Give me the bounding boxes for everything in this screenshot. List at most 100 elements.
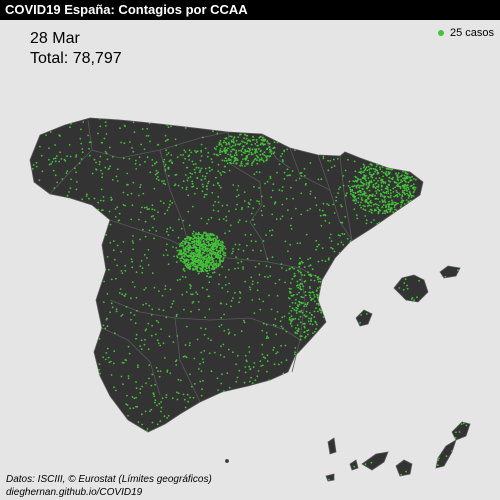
case-dot	[182, 261, 184, 263]
case-dot	[324, 214, 327, 217]
case-dot	[188, 159, 191, 161]
case-dot	[401, 199, 403, 202]
case-dot	[393, 206, 396, 209]
case-dot	[387, 183, 390, 186]
case-dot	[364, 199, 367, 202]
case-dot	[200, 351, 203, 354]
case-dot	[386, 186, 389, 189]
case-dot	[307, 329, 310, 332]
case-dot	[299, 262, 302, 265]
case-dot	[208, 166, 211, 169]
case-dot	[128, 157, 131, 160]
case-dot	[384, 187, 387, 190]
case-dot	[246, 244, 248, 247]
case-dot	[414, 186, 417, 189]
case-dot	[363, 193, 365, 196]
case-dot	[166, 369, 169, 372]
case-dot	[294, 351, 296, 354]
case-dot	[230, 305, 232, 308]
case-dot	[210, 255, 213, 257]
case-dot	[340, 241, 343, 244]
case-dot	[169, 203, 171, 206]
case-dot	[206, 244, 209, 247]
case-dot	[337, 243, 339, 246]
case-dot	[106, 158, 109, 161]
case-dot	[106, 325, 109, 328]
case-dot	[253, 185, 255, 188]
case-dot	[406, 192, 408, 195]
case-dot	[110, 374, 113, 376]
case-dot	[273, 151, 276, 154]
case-dot	[182, 247, 185, 249]
case-dot	[205, 185, 208, 188]
case-dot	[54, 157, 57, 160]
case-dot	[299, 282, 302, 285]
case-dot	[159, 420, 162, 423]
case-dot	[248, 351, 251, 353]
case-dot	[245, 157, 248, 160]
case-dot	[109, 165, 111, 168]
case-dot	[142, 192, 145, 195]
case-dot	[392, 211, 395, 214]
case-dot	[299, 338, 302, 341]
case-dot	[301, 274, 303, 276]
case-dot	[141, 267, 144, 269]
case-dot	[253, 362, 256, 364]
case-dot	[374, 170, 376, 173]
case-dot	[297, 286, 300, 289]
case-dot	[306, 303, 309, 306]
case-dot	[130, 258, 133, 261]
case-dot	[204, 177, 206, 180]
case-dot	[139, 184, 142, 186]
case-dot	[191, 232, 194, 235]
case-dot	[250, 376, 253, 379]
case-dot	[251, 162, 254, 165]
case-dot	[300, 192, 303, 195]
case-dot	[250, 212, 253, 215]
case-dot	[143, 288, 146, 291]
case-dot	[401, 174, 403, 177]
case-dot	[295, 207, 297, 210]
case-dot	[261, 329, 264, 332]
case-dot	[293, 275, 296, 278]
case-dot	[320, 311, 322, 314]
case-dot	[190, 310, 192, 313]
case-dot	[381, 199, 384, 202]
case-dot	[398, 192, 400, 195]
case-dot	[176, 279, 179, 281]
case-dot	[411, 187, 414, 189]
case-dot	[186, 254, 189, 257]
case-dot	[125, 305, 128, 308]
case-dot	[265, 265, 268, 267]
case-dot	[104, 166, 107, 169]
case-dot	[78, 162, 81, 165]
case-dot	[298, 291, 300, 294]
case-dot	[309, 162, 312, 164]
case-dot	[112, 240, 115, 243]
case-dot	[179, 259, 182, 262]
case-dot	[206, 188, 209, 191]
case-dot	[359, 194, 362, 196]
case-dot	[196, 259, 199, 262]
case-dot	[376, 223, 379, 225]
case-dot	[375, 192, 378, 195]
case-dot	[305, 315, 308, 318]
case-dot	[253, 223, 256, 226]
case-dot	[127, 375, 130, 377]
case-dot	[207, 337, 210, 340]
case-dot	[240, 330, 243, 332]
case-dot	[153, 218, 156, 220]
case-dot	[294, 149, 296, 152]
case-dot	[402, 288, 405, 291]
case-dot	[194, 260, 197, 263]
case-dot	[406, 175, 409, 178]
case-dot	[203, 350, 206, 352]
case-dot	[261, 214, 264, 217]
case-dot	[246, 257, 249, 260]
case-dot	[310, 279, 312, 281]
case-dot	[327, 169, 330, 172]
case-dot	[214, 263, 217, 266]
case-dot	[151, 421, 154, 424]
case-dot	[140, 260, 143, 262]
case-dot	[100, 169, 102, 172]
